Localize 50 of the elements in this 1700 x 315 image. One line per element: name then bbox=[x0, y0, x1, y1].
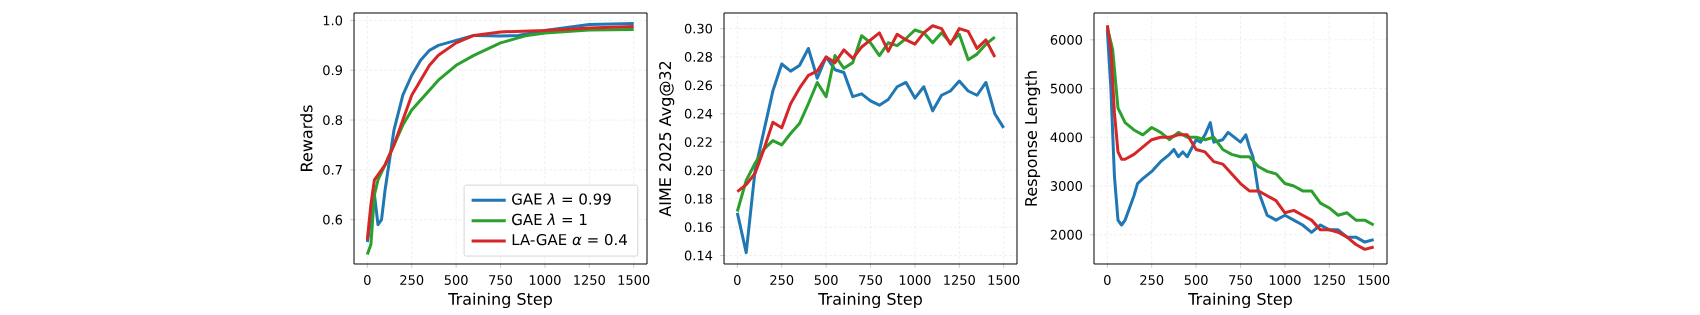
x-tick-label: 500 bbox=[444, 275, 468, 285]
x-tick-label: 0 bbox=[1104, 275, 1111, 285]
y-tick-label: 2000 bbox=[1050, 229, 1083, 240]
x-tick-label: 0 bbox=[364, 275, 371, 285]
y-tick-label: 5000 bbox=[1050, 83, 1083, 94]
x-tick-label: 1250 bbox=[574, 275, 605, 285]
y-tick-label: 0.8 bbox=[323, 115, 343, 126]
y-tick-label: 3000 bbox=[1050, 181, 1083, 192]
y-tick-label: 0.22 bbox=[684, 137, 712, 148]
y-tick-label: 0.7 bbox=[323, 165, 342, 175]
x-tick-label: 1500 bbox=[1358, 275, 1390, 285]
y-tick-label: 0.14 bbox=[684, 250, 713, 261]
x-axis-title: Training Step bbox=[448, 292, 552, 309]
y-axis-title: Response Length bbox=[1024, 71, 1041, 206]
line-series bbox=[735, 47, 1006, 255]
y-tick-label: 4000 bbox=[1050, 132, 1083, 143]
x-tick-label: 1250 bbox=[944, 275, 975, 285]
x-tick-label: 1000 bbox=[529, 275, 561, 285]
x-axis-title: Training Step bbox=[1188, 292, 1292, 309]
x-tick-label: 250 bbox=[770, 275, 794, 285]
x-tick-label: 250 bbox=[1140, 275, 1164, 285]
y-tick-label: 0.28 bbox=[684, 52, 713, 62]
y-tick-label: 0.18 bbox=[684, 193, 713, 204]
y-tick-label: 6000 bbox=[1050, 35, 1083, 45]
y-tick-label: 0.24 bbox=[684, 108, 713, 119]
y-tick-label: 0.20 bbox=[684, 165, 713, 176]
x-tick-label: 1000 bbox=[899, 275, 931, 285]
legend-label: LA-GAE α = 0.4 bbox=[512, 234, 627, 246]
x-tick-label: 1000 bbox=[1269, 275, 1301, 285]
x-axis-title: Training Step bbox=[818, 292, 922, 309]
x-tick-label: 750 bbox=[859, 275, 883, 285]
legend-label: GAE λ = 1 bbox=[512, 213, 587, 226]
x-tick-label: 0 bbox=[734, 275, 741, 285]
x-tick-label: 500 bbox=[1184, 275, 1208, 285]
y-tick-label: 0.16 bbox=[684, 222, 713, 233]
y-tick-label: 0.9 bbox=[323, 65, 343, 76]
x-tick-label: 250 bbox=[400, 275, 424, 285]
y-axis-title: AIME 2025 Avg@32 bbox=[659, 61, 675, 217]
x-tick-label: 750 bbox=[1229, 275, 1253, 285]
y-tick-label: 0.26 bbox=[684, 80, 713, 91]
y-tick-label: 0.30 bbox=[684, 23, 713, 34]
y-tick-label: 1.0 bbox=[323, 15, 343, 26]
y-axis-title: Rewards bbox=[300, 105, 313, 171]
x-tick-label: 500 bbox=[814, 275, 838, 285]
y-tick-label: 0.6 bbox=[323, 214, 343, 225]
legend-label: GAE λ = 0.99 bbox=[512, 193, 611, 205]
x-tick-label: 1500 bbox=[988, 275, 1020, 285]
x-tick-label: 1250 bbox=[1314, 275, 1345, 285]
x-tick-label: 1500 bbox=[618, 275, 650, 285]
x-tick-label: 750 bbox=[489, 275, 513, 285]
